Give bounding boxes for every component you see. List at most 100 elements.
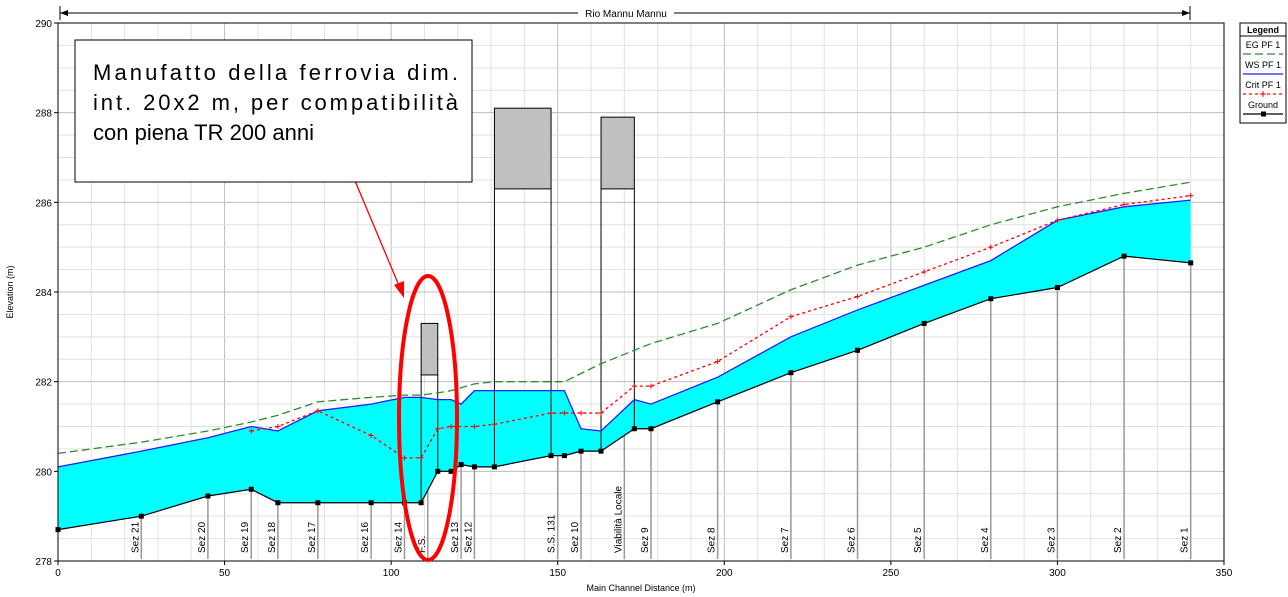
ground-point [578, 448, 584, 454]
section-label: Sez 8 [707, 527, 718, 553]
callout-line-3: con piena TR 200 anni [93, 120, 314, 145]
section-label: Sez 1 [1180, 527, 1191, 553]
series-line [57, 181, 1191, 455]
crit-point [561, 410, 567, 416]
ground-point [315, 500, 321, 506]
section-label: Sez 19 [240, 521, 251, 553]
x-tick-label: 350 [1216, 568, 1233, 579]
section-label: Sez 18 [267, 521, 278, 553]
callout-box [74, 39, 473, 183]
x-tick-label: 0 [55, 568, 61, 579]
section-label: Sez 13 [450, 521, 461, 553]
series-line [57, 255, 1191, 531]
ground-point [368, 500, 374, 506]
section-label: Sez 6 [847, 527, 858, 553]
section-label: Sez 16 [360, 521, 371, 553]
ground-point [788, 370, 794, 376]
y-tick-label: 280 [35, 467, 52, 478]
x-axis-title: Main Channel Distance (m) [586, 583, 695, 593]
ground-point [435, 468, 441, 474]
section-label: Sez 5 [913, 527, 924, 553]
legend-title: Legend [1247, 25, 1279, 35]
ground-point [921, 320, 927, 326]
water-area [58, 200, 1191, 530]
legend-box [1239, 22, 1287, 124]
axes: 0 50 100 150 200 250 300 350 278 280 282 284 286 288 2… [35, 19, 1232, 579]
y-tick-label: 278 [35, 557, 52, 568]
ground-point [491, 464, 497, 470]
section-label: Sez 12 [463, 521, 474, 553]
crit-point [598, 410, 604, 416]
ground-point [548, 453, 554, 459]
ground-point [205, 493, 211, 499]
crit-point [1188, 193, 1194, 199]
ground-point [631, 426, 637, 432]
ground-point [598, 448, 604, 454]
x-tick-label: 200 [716, 568, 733, 579]
ground-point [275, 500, 281, 506]
y-tick-label: 290 [35, 19, 52, 30]
ground-point [1188, 260, 1194, 266]
ground-point [418, 500, 424, 506]
ground-markers [55, 193, 1194, 533]
legend-items: EG PF 1 WS PF 1 Crit PF 1 Ground [1243, 40, 1283, 117]
crit-point [631, 383, 637, 389]
legend-label: WS PF 1 [1245, 60, 1281, 70]
section-label: Sez 17 [307, 521, 318, 553]
crit-point [855, 293, 861, 299]
legend-label: Ground [1248, 100, 1278, 110]
crit-point [788, 314, 794, 320]
legend-label: Crit PF 1 [1245, 80, 1281, 90]
section-label: Sez 4 [980, 527, 991, 553]
crit-point [471, 424, 477, 429]
section-label: Sez 9 [640, 527, 651, 553]
crit-point [448, 424, 454, 429]
y-tick-label: 286 [35, 198, 52, 209]
ground-point [248, 486, 254, 492]
x-tick-label: 50 [219, 568, 231, 579]
section-label: Sez 3 [1046, 527, 1057, 553]
ground-point [448, 468, 454, 474]
crit-point [988, 244, 994, 250]
bridge-deck [600, 116, 635, 190]
ground-point [471, 464, 477, 470]
ground-point [138, 513, 144, 519]
ground-point [1121, 253, 1127, 259]
section-label: Sez 2 [1113, 527, 1124, 553]
x-tick-label: 150 [549, 568, 566, 579]
series-line [57, 199, 1191, 468]
section-label: Sez 7 [780, 527, 791, 553]
y-tick-label: 282 [35, 378, 52, 389]
y-tick-label: 284 [35, 288, 52, 299]
section-labels: Sez 21 Sez 20 Sez 19 Sez 18 Sez 17 Sez 16 Sez … [130, 485, 1190, 553]
ground-point [561, 453, 567, 459]
section-label: Sez 20 [197, 521, 208, 553]
crit-point [648, 383, 654, 389]
bridge-structures [420, 107, 635, 503]
crit-point [1054, 217, 1060, 223]
crit-point [401, 455, 407, 461]
callout-arrow-head-icon [394, 281, 404, 298]
callout-line-1: Manufatto della ferrovia dim. [93, 60, 458, 85]
section-label: F.S. [417, 536, 428, 553]
callout-line-2: int. 20x2 m, per compatibilità [93, 90, 459, 115]
y-axis-title: Elevation (m) [5, 265, 15, 318]
ground-point [1054, 285, 1060, 291]
crit-point [491, 421, 497, 427]
section-label: Sez 14 [393, 521, 404, 553]
crit-point [248, 428, 254, 434]
ground-point [715, 399, 721, 405]
legend-marker [1260, 91, 1266, 97]
bridge-deck [493, 107, 552, 190]
ground-point [458, 462, 464, 468]
reach-title-bg [578, 6, 674, 20]
chart-title: Rio Mannu Mannu [585, 9, 667, 20]
crit-point [275, 424, 281, 429]
reach-arrow-right-icon [1182, 10, 1190, 16]
crit-point [435, 426, 441, 432]
crit-point [315, 408, 321, 414]
legend: Legend EG PF 1 WS PF 1 Crit PF 1 Ground [1239, 22, 1287, 124]
crit-point [418, 455, 424, 461]
y-tick-label: 288 [35, 109, 52, 120]
highlight-ellipse [397, 274, 459, 562]
